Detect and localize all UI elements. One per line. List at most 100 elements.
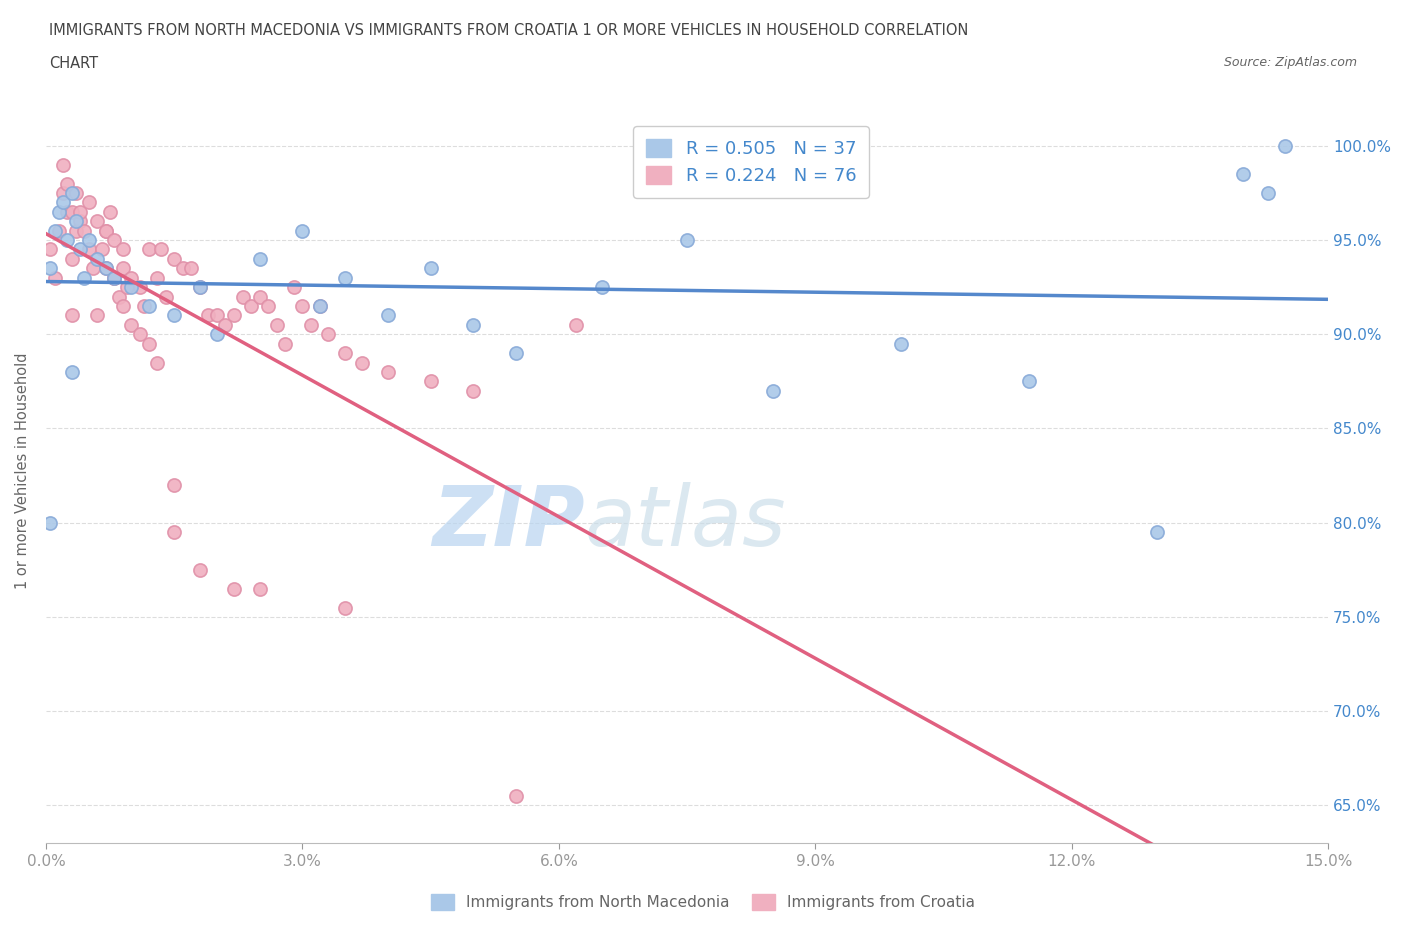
Point [103, 271, 125, 286]
Point [291, 223, 314, 238]
Point [146, 271, 169, 286]
Point [94, 223, 117, 238]
Point [419, 261, 441, 276]
Point [197, 308, 219, 323]
Point [308, 299, 330, 313]
Point [39, 261, 62, 276]
Point [205, 308, 228, 323]
Point [463, 317, 485, 332]
Text: ZIP: ZIP [432, 483, 585, 564]
Point [94, 223, 117, 238]
Point [138, 337, 160, 352]
Point [1232, 166, 1254, 181]
Point [257, 299, 280, 313]
Point [505, 789, 527, 804]
Point [214, 317, 236, 332]
Point [222, 308, 245, 323]
Point [52, 185, 75, 200]
Point [65, 214, 87, 229]
Point [1257, 185, 1279, 200]
Point [163, 478, 186, 493]
Point [138, 299, 160, 313]
Y-axis label: 1 or more Vehicles in Household: 1 or more Vehicles in Household [15, 352, 30, 589]
Point [591, 280, 613, 295]
Point [565, 317, 588, 332]
Point [48, 205, 70, 219]
Point [56, 176, 79, 191]
Point [1146, 525, 1168, 539]
Point [60, 185, 83, 200]
Point [163, 308, 186, 323]
Point [103, 232, 125, 247]
Point [69, 242, 91, 257]
Point [111, 299, 134, 313]
Point [86, 308, 108, 323]
Point [299, 317, 322, 332]
Point [65, 223, 87, 238]
Text: CHART: CHART [49, 56, 98, 71]
Point [90, 242, 112, 257]
Point [249, 289, 271, 304]
Point [377, 365, 399, 379]
Point [333, 600, 356, 615]
Point [146, 355, 169, 370]
Point [60, 308, 83, 323]
Point [39, 515, 62, 530]
Point [333, 271, 356, 286]
Point [103, 271, 125, 286]
Point [86, 214, 108, 229]
Point [676, 232, 699, 247]
Point [333, 346, 356, 361]
Point [222, 581, 245, 596]
Point [163, 525, 186, 539]
Point [86, 251, 108, 266]
Point [240, 299, 263, 313]
Point [111, 242, 134, 257]
Point [316, 326, 339, 341]
Point [56, 205, 79, 219]
Point [890, 337, 912, 352]
Text: atlas: atlas [585, 483, 786, 564]
Point [249, 251, 271, 266]
Point [283, 280, 305, 295]
Point [120, 280, 142, 295]
Point [52, 195, 75, 210]
Point [352, 355, 374, 370]
Point [73, 271, 96, 286]
Point [111, 261, 134, 276]
Point [291, 299, 314, 313]
Point [120, 317, 142, 332]
Point [98, 205, 121, 219]
Point [129, 326, 152, 341]
Point [163, 251, 186, 266]
Point [377, 308, 399, 323]
Point [60, 205, 83, 219]
Point [1274, 139, 1296, 153]
Point [94, 261, 117, 276]
Point [308, 299, 330, 313]
Point [180, 261, 202, 276]
Point [39, 242, 62, 257]
Point [44, 223, 66, 238]
Point [56, 232, 79, 247]
Point [1018, 374, 1040, 389]
Point [65, 185, 87, 200]
Point [115, 280, 138, 295]
Point [188, 280, 211, 295]
Point [155, 289, 177, 304]
Point [69, 205, 91, 219]
Point [129, 280, 152, 295]
Point [205, 326, 228, 341]
Point [761, 383, 783, 398]
Point [73, 223, 96, 238]
Point [150, 242, 173, 257]
Point [77, 232, 100, 247]
Point [103, 271, 125, 286]
Point [60, 251, 83, 266]
Point [82, 261, 104, 276]
Point [107, 289, 129, 304]
Point [188, 280, 211, 295]
Point [266, 317, 288, 332]
Point [172, 261, 194, 276]
Point [44, 271, 66, 286]
